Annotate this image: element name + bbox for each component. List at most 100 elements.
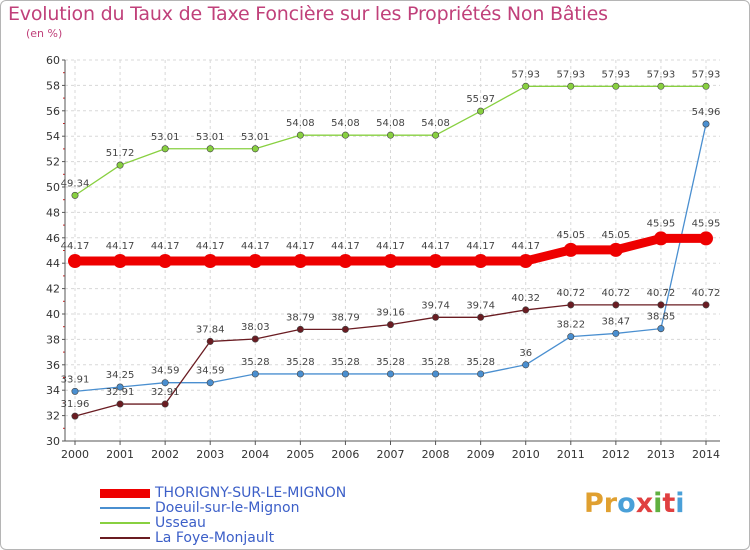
data-point-doeuil-sur-le-mignon [432,370,440,378]
data-label-la-foye-monjault: 38.03 [241,322,270,333]
data-point-la-foye-monjault [341,325,349,333]
data-label-usseau: 54.08 [331,118,360,129]
data-label-thorigny-sur-le-mignon: 44.17 [286,241,315,252]
data-label-la-foye-monjault: 39.74 [421,300,450,311]
data-point-usseau [522,82,530,90]
x-tick-label: 2005 [286,448,314,461]
y-tick-label: 60 [46,54,60,67]
data-label-doeuil-sur-le-mignon: 34.25 [106,370,135,381]
data-point-thorigny-sur-le-mignon [293,254,308,269]
data-label-usseau: 51.72 [106,148,135,159]
data-point-la-foye-monjault [567,301,575,309]
data-point-usseau [341,131,349,139]
data-label-la-foye-monjault: 40.72 [556,288,585,299]
data-point-doeuil-sur-le-mignon [71,387,79,395]
legend-label: Usseau [155,515,206,531]
x-tick-label: 2002 [151,448,179,461]
data-point-usseau [432,131,440,139]
data-point-la-foye-monjault [116,400,124,408]
data-label-thorigny-sur-le-mignon: 44.17 [511,241,540,252]
data-label-usseau: 54.08 [421,118,450,129]
data-point-usseau [251,145,259,153]
data-label-thorigny-sur-le-mignon: 44.17 [466,241,495,252]
data-label-usseau: 53.01 [196,132,225,143]
y-tick-label: 36 [46,359,60,372]
logo-letter: t [662,488,676,519]
data-label-usseau: 57.93 [602,69,631,80]
data-point-doeuil-sur-le-mignon [161,379,169,387]
data-label-doeuil-sur-le-mignon: 38.85 [647,312,676,323]
data-point-la-foye-monjault [522,306,530,314]
data-point-doeuil-sur-le-mignon [702,120,710,128]
data-label-doeuil-sur-le-mignon: 36 [519,348,532,359]
logo-letter: o [617,488,636,519]
data-point-la-foye-monjault [206,337,214,345]
data-point-doeuil-sur-le-mignon [116,383,124,391]
data-point-usseau [296,131,304,139]
x-tick-label: 2011 [557,448,585,461]
data-label-la-foye-monjault: 40.32 [511,293,540,304]
y-tick-label: 40 [46,308,60,321]
data-point-doeuil-sur-le-mignon [251,370,259,378]
y-tick-label: 58 [46,79,60,92]
data-label-thorigny-sur-le-mignon: 44.17 [421,241,450,252]
data-label-doeuil-sur-le-mignon: 35.28 [421,357,450,368]
chart-title: Evolution du Taux de Taxe Foncière sur l… [8,3,608,25]
x-tick-label: 2000 [61,448,89,461]
y-tick-label: 52 [46,156,60,169]
logo-letter: i [675,488,685,519]
data-point-usseau [477,107,485,115]
y-tick-label: 56 [46,105,60,118]
y-tick-label: 44 [46,257,60,270]
data-point-thorigny-sur-le-mignon [248,254,263,269]
data-label-usseau: 54.08 [286,118,315,129]
data-point-doeuil-sur-le-mignon [612,329,620,337]
x-tick-label: 2013 [647,448,675,461]
data-point-doeuil-sur-le-mignon [386,370,394,378]
data-point-thorigny-sur-le-mignon [68,254,82,269]
x-tick-label: 2001 [106,448,134,461]
data-label-doeuil-sur-le-mignon: 34.59 [196,366,225,377]
data-point-doeuil-sur-le-mignon [567,333,575,341]
legend-swatch [100,488,150,498]
data-point-la-foye-monjault [71,412,79,420]
data-point-thorigny-sur-le-mignon [653,231,668,246]
data-label-usseau: 55.97 [466,94,495,105]
data-point-doeuil-sur-le-mignon [522,361,530,369]
data-point-usseau [657,82,665,90]
y-tick-label: 54 [46,130,60,143]
data-label-usseau: 57.93 [647,69,676,80]
data-label-thorigny-sur-le-mignon: 44.17 [151,241,180,252]
data-point-la-foye-monjault [251,335,259,343]
data-point-usseau [71,191,79,199]
data-label-la-foye-monjault: 37.84 [196,324,225,335]
data-label-usseau: 49.34 [61,178,90,189]
data-label-doeuil-sur-le-mignon: 38.22 [556,320,585,331]
data-point-thorigny-sur-le-mignon [608,242,623,257]
data-label-usseau: 53.01 [241,132,270,143]
data-point-doeuil-sur-le-mignon [341,370,349,378]
data-point-doeuil-sur-le-mignon [657,325,665,333]
data-label-doeuil-sur-le-mignon: 34.59 [151,366,180,377]
x-tick-label: 2012 [602,448,630,461]
data-label-thorigny-sur-le-mignon: 44.17 [376,241,405,252]
x-tick-label: 2007 [377,448,405,461]
data-label-la-foye-monjault: 32.91 [106,387,135,398]
data-label-la-foye-monjault: 39.16 [376,308,405,319]
data-point-la-foye-monjault [161,400,169,408]
data-point-usseau [386,131,394,139]
data-point-thorigny-sur-le-mignon [338,254,353,269]
legend-swatch [100,507,150,509]
y-tick-label: 46 [46,232,60,245]
data-point-doeuil-sur-le-mignon [296,370,304,378]
data-label-la-foye-monjault: 40.72 [602,288,631,299]
data-label-doeuil-sur-le-mignon: 35.28 [241,357,270,368]
logo-letter: i [653,488,663,519]
y-tick-label: 50 [46,181,60,194]
data-point-thorigny-sur-le-mignon [518,254,533,269]
data-point-thorigny-sur-le-mignon [158,254,173,269]
data-label-la-foye-monjault: 38.79 [286,312,315,323]
legend-label: La Foye-Monjault [155,530,275,546]
data-label-doeuil-sur-le-mignon: 35.28 [466,357,495,368]
data-label-usseau: 54.08 [376,118,405,129]
